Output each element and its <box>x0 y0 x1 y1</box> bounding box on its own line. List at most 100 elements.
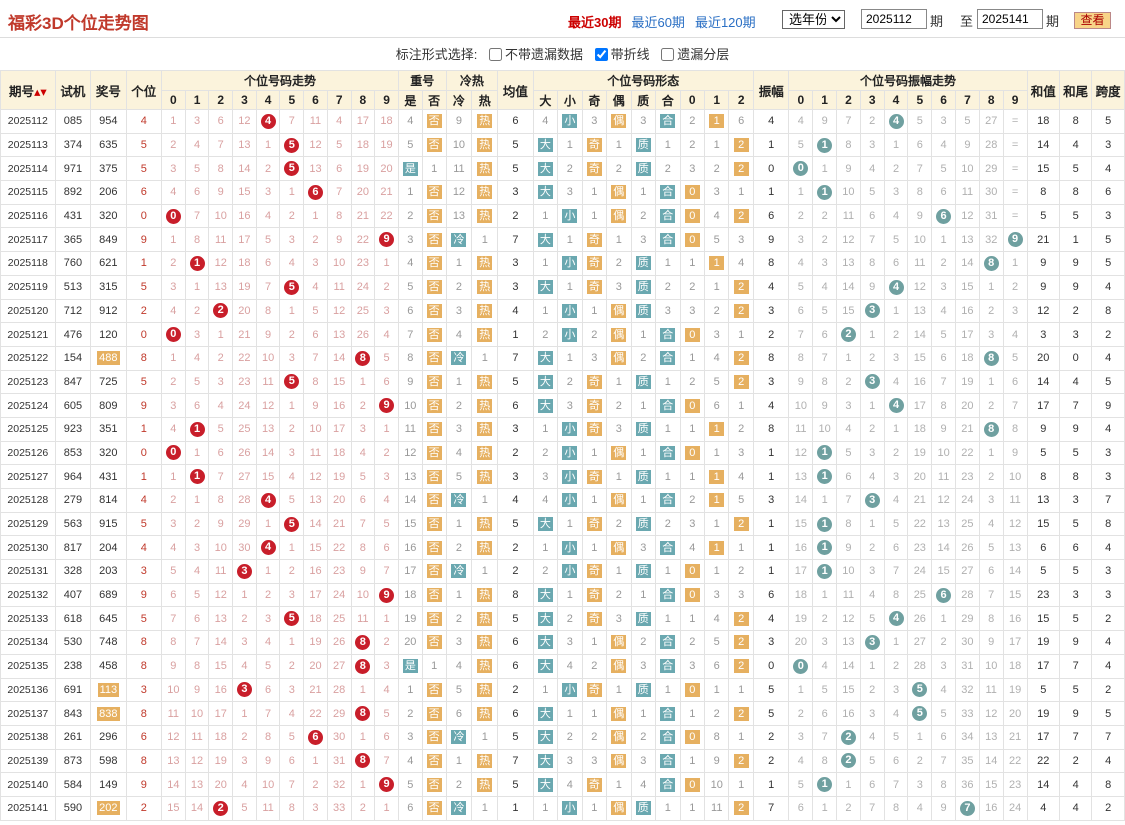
col-period[interactable]: 期号▴▾ <box>0 70 56 110</box>
span-cell: 5 <box>1091 109 1125 134</box>
test-cell: 476 <box>54 322 92 347</box>
hit-ball: 1 <box>189 255 205 271</box>
option-no-miss[interactable]: 不带遗漏数据 <box>488 47 583 62</box>
view-button[interactable]: 查看 <box>1074 12 1111 29</box>
trend-digit-8: 8 <box>350 90 376 110</box>
tail-cell: 1 <box>1058 227 1093 253</box>
form-cell: 1 <box>630 582 657 608</box>
trend-cell: 2 <box>374 274 399 300</box>
amp-trend-cell: 3 <box>907 772 933 797</box>
form-cell: 2 <box>606 582 632 608</box>
form-cell: 大 <box>532 748 559 774</box>
form-cell: 3 <box>679 156 706 182</box>
cold-hot-tag: 热 <box>477 422 493 437</box>
trend-cell: 22 <box>303 701 328 726</box>
form-tag: 2 <box>733 209 749 224</box>
amp-trend-cell: 8 <box>978 606 1004 632</box>
amp-trend-cell: 5 <box>978 535 1004 561</box>
option-line[interactable]: 带折线 <box>594 47 650 62</box>
repeat-cell: 否 <box>421 393 447 418</box>
nav-recent-60[interactable]: 最近60期 <box>631 15 685 30</box>
form-cell: 小 <box>557 795 583 821</box>
tail-cell: 5 <box>1058 559 1093 584</box>
form-tag: 奇 <box>586 469 602 484</box>
form-tag: 质 <box>635 469 651 484</box>
nav-recent-120[interactable]: 最近120期 <box>694 15 756 30</box>
form-tag: 合 <box>660 185 676 200</box>
sum-cell: 14 <box>1026 772 1060 797</box>
cold-hot-tag: 热 <box>477 398 493 413</box>
to-period-input[interactable] <box>977 9 1043 29</box>
option-layer-checkbox[interactable] <box>661 48 675 61</box>
amp-trend-cell: 6 <box>931 582 957 608</box>
amp-ball: 4 <box>888 611 904 627</box>
amp-trend-cell: 8 <box>883 582 909 608</box>
repeat-cell: 4 <box>397 251 423 276</box>
avg-cell: 6 <box>497 653 534 679</box>
amp-trend-cell: 5 <box>955 109 980 134</box>
form-cell: 1 <box>728 180 754 205</box>
sum-cell: 18 <box>1026 109 1060 134</box>
form-tag: 大 <box>537 730 553 745</box>
trend-cell: 17 <box>303 582 328 608</box>
trend-cell: 8 <box>208 488 234 513</box>
sum-cell: 19 <box>1026 701 1060 726</box>
amp-trend-cell: 3 <box>812 630 838 655</box>
amp-trend-cell: 2 <box>907 748 933 774</box>
form-cell: 2 <box>728 653 754 679</box>
repeat-tag: 否 <box>426 588 442 603</box>
trend-cell: 2 <box>279 322 305 347</box>
span-cell: 4 <box>1091 156 1125 182</box>
form-cell: 3 <box>679 298 706 324</box>
amp-trend-cell: 5 <box>931 701 957 726</box>
amp-trend-cell: 27 <box>907 630 933 655</box>
span-cell: 3 <box>1091 559 1125 584</box>
avg-cell: 3 <box>497 251 534 276</box>
span-cell: 2 <box>1091 677 1125 703</box>
trend-cell: 2 <box>208 345 234 371</box>
amp-ball: 4 <box>888 398 904 414</box>
nav-recent-30[interactable]: 最近30期 <box>568 15 622 30</box>
amp-trend-cell: 25 <box>955 511 980 537</box>
trend-cell: 7 <box>184 630 210 655</box>
option-no-miss-checkbox[interactable] <box>488 48 502 61</box>
trend-cell: 11 <box>350 606 376 632</box>
trend-cell: 8 <box>350 535 376 561</box>
col-tail: 和尾 <box>1058 70 1093 110</box>
tail-cell: 9 <box>1058 630 1093 655</box>
form-cell: 大 <box>532 180 559 205</box>
trend-cell: 27 <box>232 464 257 489</box>
trend-cell: 12 <box>326 298 352 324</box>
test-cell: 563 <box>54 511 92 537</box>
trend-cell: 0 <box>161 322 186 347</box>
sum-cell: 22 <box>1026 748 1060 774</box>
form-cell: 0 <box>679 677 706 703</box>
unit-cell: 9 <box>125 393 163 418</box>
form-cell: 质 <box>630 156 657 182</box>
amp-trend-cell: 7 <box>978 582 1004 608</box>
trend-cell: 3 <box>279 582 305 608</box>
form-tag: 0 <box>684 445 700 460</box>
prize-highlight: 202 <box>97 801 120 816</box>
form-cell: 1 <box>557 701 583 726</box>
amp-trend-cell: 3 <box>1002 298 1028 324</box>
form-cell: 2 <box>728 701 754 726</box>
trend-digit-4: 4 <box>255 90 281 110</box>
amp-trend-cell: 7 <box>883 772 909 797</box>
amp-trend-cell: 2 <box>859 677 885 703</box>
amp-trend-cell: 18 <box>907 416 933 442</box>
form-sub: 1 <box>703 90 730 110</box>
sum-cell: 12 <box>1026 298 1060 324</box>
amp-trend-cell: 4 <box>883 369 909 395</box>
form-cell: 3 <box>532 464 559 489</box>
form-cell: 小 <box>557 677 583 703</box>
option-layer[interactable]: 遗漏分层 <box>661 47 729 62</box>
trend-cell: 3 <box>279 227 305 253</box>
trend-cell: 19 <box>303 630 328 655</box>
option-line-checkbox[interactable] <box>594 48 608 61</box>
test-cell: 365 <box>54 227 92 253</box>
trend-cell: 14 <box>232 156 257 182</box>
from-period-input[interactable] <box>861 9 927 29</box>
cold-hot-cell: 热 <box>471 701 499 726</box>
year-select[interactable]: 选年份 <box>782 10 845 29</box>
